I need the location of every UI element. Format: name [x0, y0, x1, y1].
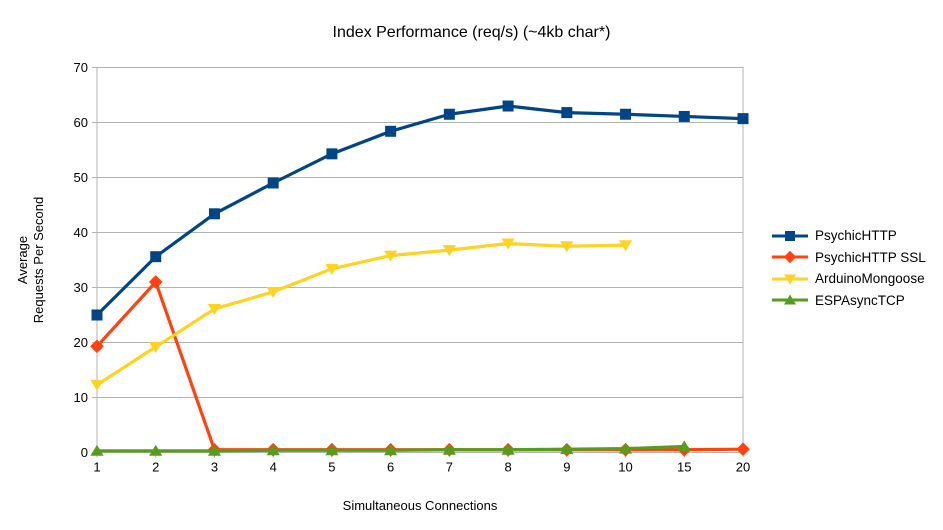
data-point-marker [266, 444, 280, 456]
data-point-marker [561, 107, 573, 119]
data-point-marker [618, 442, 633, 454]
data-point-marker [618, 240, 633, 252]
x-tick-label: 15 [677, 460, 691, 475]
data-point-marker [501, 443, 515, 455]
y-tick-label: 0 [81, 445, 88, 460]
legend-marker-glyph [785, 230, 795, 241]
data-point-marker [677, 440, 691, 452]
x-tick-label: 1 [93, 460, 100, 475]
series-line-psychichttp-ssl [95, 280, 745, 452]
data-point-marker [501, 238, 515, 250]
y-tick-label: 10 [74, 390, 88, 405]
data-point-marker [208, 208, 220, 220]
legend-marker-square-icon [772, 230, 808, 241]
legend-item: PsychicHTTP [771, 225, 926, 247]
data-point-marker [91, 309, 103, 321]
data-point-marker [148, 275, 163, 289]
legend: PsychicHTTP PsychicHTTP SSL ArduinoMongoos… [771, 225, 926, 311]
data-point-marker [90, 444, 104, 456]
plot-border [96, 67, 744, 453]
data-point-marker [384, 250, 398, 262]
legend-marker-glyph [783, 251, 797, 264]
data-point-marker [385, 125, 397, 137]
data-point-marker [442, 245, 456, 257]
y-tick-label: 30 [74, 280, 88, 295]
x-tick-label: 8 [504, 460, 511, 475]
x-tick-label: 10 [618, 460, 632, 475]
y-tick-label: 50 [74, 170, 88, 185]
y-tick-label: 60 [74, 115, 88, 130]
x-axis-title: Simultaneous Connections [342, 498, 498, 513]
x-tick-label: 6 [387, 460, 394, 475]
data-point-marker [560, 241, 574, 253]
legend-item: ArduinoMongoose [771, 268, 926, 290]
legend-marker-glyph [784, 294, 796, 305]
legend-marker-triangle-up-icon [772, 294, 808, 305]
data-point-marker [736, 442, 750, 457]
data-point-marker [443, 108, 455, 120]
legend-label: PsychicHTTP [815, 228, 897, 244]
data-point-marker [326, 148, 338, 160]
legend-item: ESPAsyncTCP [771, 290, 926, 312]
data-point-marker [150, 251, 162, 263]
data-point-marker [737, 113, 749, 125]
data-point-marker [149, 341, 163, 353]
legend-label: ArduinoMongoose [815, 271, 925, 287]
data-point-marker [207, 304, 222, 315]
legend-item: PsychicHTTP SSL [771, 247, 926, 269]
data-point-marker [678, 110, 690, 122]
legend-label: PsychicHTTP SSL [815, 249, 926, 265]
series-line-arduinomongoose [95, 241, 628, 387]
x-tick-label: 9 [563, 460, 570, 475]
legend-marker-triangle-down-icon [772, 274, 808, 285]
data-point-marker [90, 339, 104, 354]
data-point-marker [620, 108, 632, 120]
x-tick-label: 3 [211, 460, 218, 475]
legend-marker-diamond-icon [772, 251, 808, 264]
x-tick-label: 2 [152, 460, 159, 475]
data-point-marker [149, 444, 163, 456]
legend-marker-glyph [784, 274, 796, 285]
data-point-marker [384, 444, 398, 456]
data-point-marker [325, 263, 339, 275]
x-tick-label: 4 [270, 460, 277, 475]
series-line-psychichttp [95, 104, 745, 317]
data-point-marker [267, 177, 279, 189]
data-point-marker [266, 286, 280, 298]
x-tick-label: 20 [736, 460, 750, 475]
x-tick-label: 7 [446, 460, 453, 475]
y-tick-label: 70 [74, 60, 88, 75]
x-tick-label: 5 [328, 460, 335, 475]
chart-title: Index Performance (req/s) (~4kb char*) [332, 24, 611, 41]
legend-label: ESPAsyncTCP [815, 292, 905, 308]
data-point-marker [502, 100, 514, 112]
y-tick-label: 40 [74, 225, 88, 240]
data-point-marker [325, 444, 339, 456]
data-point-marker [90, 379, 104, 391]
y-tick-label: 20 [74, 335, 88, 350]
data-point-marker [560, 443, 574, 455]
data-point-marker [207, 444, 222, 456]
data-point-marker [442, 443, 456, 455]
